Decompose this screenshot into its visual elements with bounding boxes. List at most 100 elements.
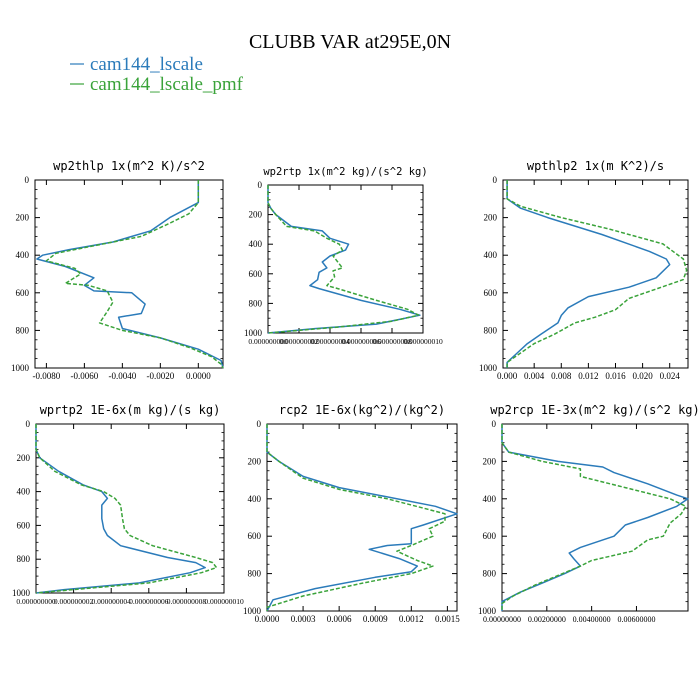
- xtick-label: 0.000000010: [403, 337, 443, 346]
- series-line-0: [266, 424, 458, 612]
- xtick-label: -0.0020: [146, 371, 174, 381]
- panel-5: wp2rcp 1E-3x(m^2 kg)/(s^2 kg) 0 200 400 600 8…: [478, 403, 700, 624]
- panel-4: rcp2 1E-6x(kg^2)/(kg^2) 0 200 400 600 800 1000…: [243, 403, 460, 624]
- ytick-label: 200: [17, 453, 31, 463]
- series-line-1: [267, 185, 420, 334]
- ytick-label: 800: [16, 325, 30, 335]
- xtick-label: 0.00600000: [617, 615, 655, 624]
- panel-title-2: wpthlp2 1x(m K^2)/s: [527, 159, 664, 173]
- ytick-label: 0: [492, 419, 497, 429]
- ytick-label: 600: [484, 288, 498, 298]
- xtick-label: 0.000000008: [167, 597, 207, 606]
- series-line-1: [35, 424, 218, 594]
- ytick-label: 200: [16, 213, 30, 223]
- xtick-label: 0.000000006: [129, 597, 169, 606]
- panel-title-3: wprtp2 1E-6x(m kg)/(s kg): [40, 403, 221, 417]
- ytick-label: 0: [25, 175, 30, 185]
- ytick-label: 200: [484, 213, 498, 223]
- ytick-label: 1000: [11, 363, 30, 373]
- ytick-label: 0: [257, 419, 262, 429]
- series-line-0: [35, 424, 206, 594]
- plot-frame-1: [267, 184, 424, 334]
- ytick-label: 400: [249, 239, 263, 249]
- xtick-label: 0.0009: [363, 614, 388, 624]
- ytick-label: 800: [248, 569, 262, 579]
- series-line-1: [45, 180, 224, 369]
- xtick-label: 0.0000: [255, 614, 280, 624]
- xtick-label: -0.0080: [33, 371, 61, 381]
- series-line-1: [506, 180, 688, 368]
- panel-title-4: rcp2 1E-6x(kg^2)/(kg^2): [279, 403, 445, 417]
- ytick-label: 1000: [478, 606, 497, 616]
- series-line-1: [501, 424, 687, 611]
- xtick-label: 0.000000008: [372, 337, 412, 346]
- ytick-label: 0: [258, 180, 263, 190]
- xtick-label: 0.000000000: [16, 597, 56, 606]
- series-line-0: [501, 424, 689, 611]
- ytick-label: 800: [484, 325, 498, 335]
- xtick-label: 0.000000010: [204, 597, 244, 606]
- series-line-0: [506, 180, 671, 368]
- ytick-label: 800: [17, 554, 31, 564]
- xtick-label: 0.000000006: [341, 337, 381, 346]
- plot-frame-0: [34, 179, 224, 369]
- xtick-label: 0.00000000: [483, 615, 521, 624]
- series-line-0: [36, 180, 224, 369]
- xtick-label: 0.0003: [291, 614, 316, 624]
- ytick-label: 800: [249, 298, 263, 308]
- xtick-label: 0.00200000: [528, 615, 566, 624]
- xtick-label: 0.0000: [186, 371, 211, 381]
- xtick-label: 0.0012: [399, 614, 424, 624]
- series-line-1: [266, 424, 446, 611]
- plot-frame-5: [501, 423, 689, 612]
- xtick-label: 0.000000002: [54, 597, 94, 606]
- xtick-label: -0.0040: [108, 371, 136, 381]
- ytick-label: 600: [16, 288, 30, 298]
- ytick-label: 1000: [243, 606, 262, 616]
- xtick-label: 0.00400000: [573, 615, 611, 624]
- panel-title-0: wp2thlp 1x(m^2 K)/s^2: [53, 159, 205, 173]
- legend: cam144_lscale cam144_lscale_pmf: [70, 54, 244, 95]
- ytick-label: 400: [483, 494, 497, 504]
- xtick-label: 0.000000002: [279, 337, 319, 346]
- ytick-label: 200: [248, 456, 262, 466]
- xtick-label: 0.008: [551, 371, 572, 381]
- ytick-label: 400: [248, 494, 262, 504]
- xtick-label: 0.000000000: [248, 337, 288, 346]
- ytick-label: 0: [26, 419, 31, 429]
- ytick-label: 600: [249, 269, 263, 279]
- xtick-label: 0.020: [632, 371, 653, 381]
- ytick-label: 400: [17, 487, 31, 497]
- panel-title-1: wp2rtp 1x(m^2 kg)/(s^2 kg): [263, 166, 427, 178]
- xtick-label: 0.0006: [327, 614, 352, 624]
- xtick-label: 0.004: [524, 371, 545, 381]
- xtick-label: 0.000: [497, 371, 518, 381]
- legend-label-1: cam144_lscale_pmf: [90, 74, 244, 95]
- xtick-label: 0.016: [605, 371, 626, 381]
- figure-title: CLUBB VAR at295E,0N: [249, 31, 451, 53]
- xtick-label: 0.0015: [435, 614, 460, 624]
- ytick-label: 400: [16, 250, 30, 260]
- panel-title-5: wp2rcp 1E-3x(m^2 kg)/(s^2 kg): [490, 403, 700, 417]
- ytick-label: 400: [484, 250, 498, 260]
- ytick-label: 0: [493, 175, 498, 185]
- ytick-label: 200: [249, 210, 263, 220]
- ytick-label: 600: [248, 531, 262, 541]
- ytick-label: 800: [483, 569, 497, 579]
- legend-label-0: cam144_lscale: [90, 54, 203, 75]
- ytick-label: 200: [483, 456, 497, 466]
- series-line-0: [267, 185, 421, 334]
- panel-0: wp2thlp 1x(m^2 K)/s^202004006008001000-0…: [11, 159, 224, 381]
- xtick-label: 0.012: [578, 371, 598, 381]
- ytick-label: 1000: [479, 363, 498, 373]
- panel-2: wpthlp2 1x(m K^2)/s020040060080010000.00…: [479, 159, 689, 381]
- panel-3: wprtp2 1E-6x(m kg)/(s kg) 0 200 400 600 800 10…: [12, 403, 244, 606]
- plot-frame-3: [35, 423, 225, 594]
- ytick-label: 1000: [244, 328, 263, 338]
- xtick-label: 0.000000004: [92, 597, 132, 606]
- xtick-label: 0.000000004: [310, 337, 350, 346]
- ytick-label: 1000: [12, 588, 31, 598]
- xtick-label: -0.0060: [70, 371, 98, 381]
- panel-1: wp2rtp 1x(m^2 kg)/(s^2 kg)0 200 400 600 800 1…: [244, 166, 443, 346]
